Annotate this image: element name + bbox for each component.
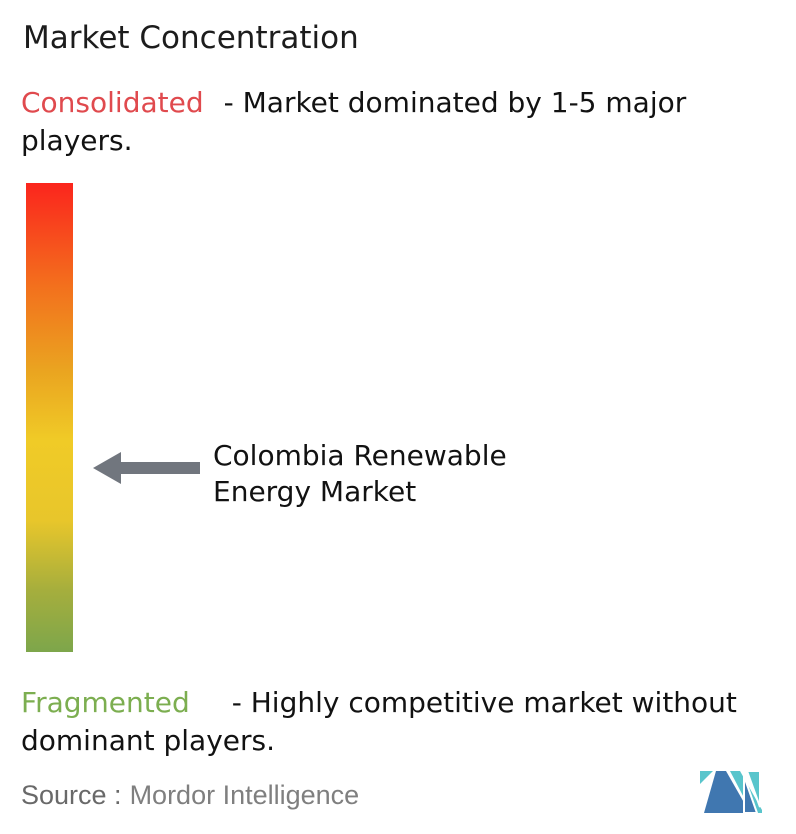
consolidated-description: Consolidated - Market dominated by 1-5 ma… (21, 84, 721, 160)
source-prefix: Source : (21, 780, 122, 810)
page-title: Market Concentration (23, 20, 359, 56)
market-pointer-label: Colombia Renewable Energy Market (213, 438, 507, 510)
left-arrow-icon (93, 452, 200, 484)
fragmented-text: - Highly competitive market without domi… (21, 686, 737, 757)
fragmented-description: Fragmented - Highly competitive market wi… (21, 684, 781, 760)
source-name: Mordor Intelligence (129, 780, 360, 810)
mordor-intelligence-logo (700, 770, 762, 813)
left-arrow-shape (93, 452, 200, 484)
consolidated-text: - Market dominated by 1-5 major players. (21, 86, 687, 157)
consolidated-label: Consolidated (21, 86, 204, 119)
logo-blue-left-stroke (704, 771, 750, 813)
concentration-gradient-bar (26, 183, 73, 652)
market-pointer-label-line2: Energy Market (213, 475, 417, 508)
source-attribution: Source : Mordor Intelligence (21, 780, 359, 810)
logo-blue-right-bar (743, 775, 759, 813)
market-pointer-label-line1: Colombia Renewable (213, 439, 507, 472)
logo-teal-top-right-triangle (745, 770, 761, 808)
logo-teal-top-left-triangle (700, 771, 713, 784)
fragmented-label: Fragmented (21, 686, 190, 719)
